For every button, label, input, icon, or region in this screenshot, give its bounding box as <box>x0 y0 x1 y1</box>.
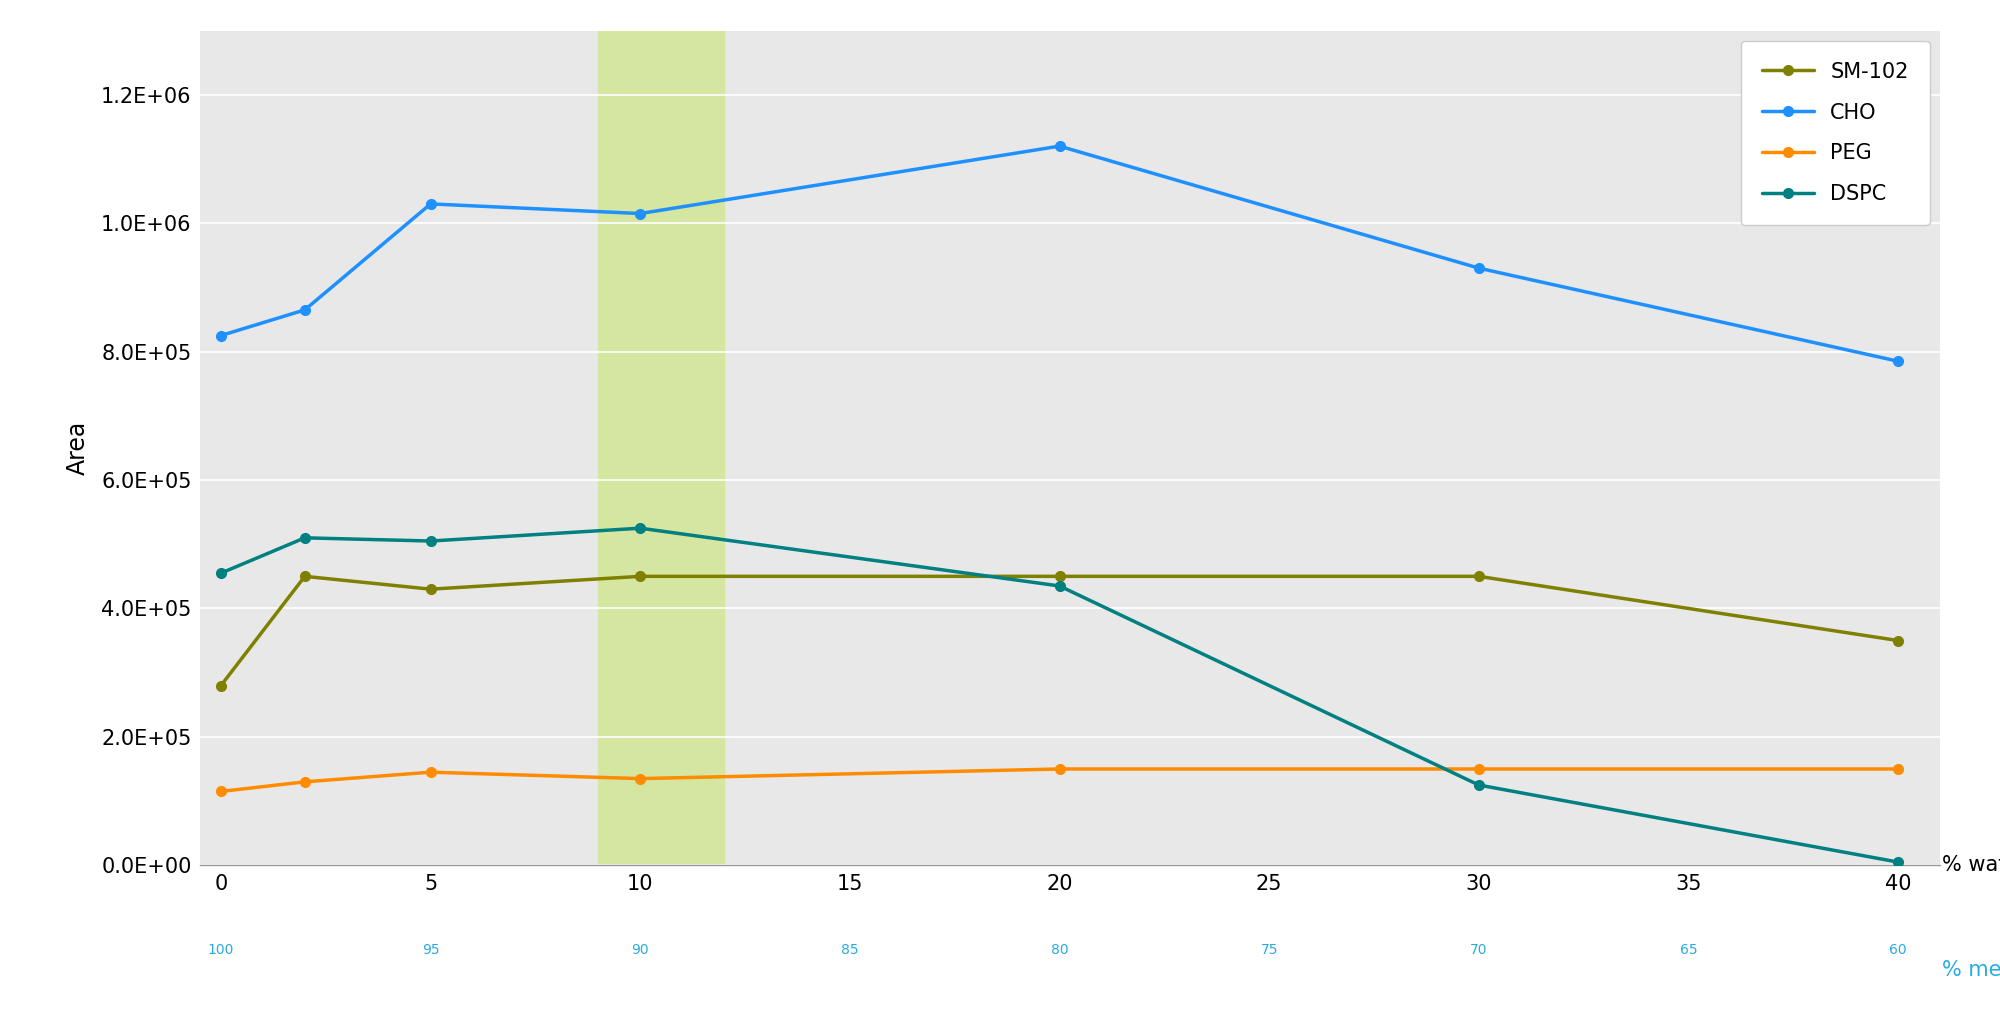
PEG <box>1466 762 1490 775</box>
CHO <box>208 330 232 342</box>
Line: CHO: CHO <box>216 142 1902 366</box>
CHO <box>1886 355 1910 367</box>
SM-102 <box>1886 634 1910 646</box>
Y-axis label: Area: Area <box>66 420 90 475</box>
SM-102 <box>292 570 316 582</box>
Line: DSPC: DSPC <box>216 523 1902 867</box>
CHO <box>292 303 316 316</box>
DSPC <box>208 567 232 579</box>
PEG <box>292 776 316 788</box>
PEG <box>1048 762 1072 775</box>
DSPC <box>628 522 652 534</box>
Legend: SM-102, CHO, PEG, DSPC: SM-102, CHO, PEG, DSPC <box>1740 41 1930 225</box>
SM-102 <box>418 583 442 596</box>
CHO <box>1048 140 1072 153</box>
SM-102 <box>208 679 232 691</box>
PEG <box>208 785 232 797</box>
DSPC <box>418 534 442 547</box>
DSPC <box>292 531 316 544</box>
CHO <box>628 208 652 220</box>
CHO <box>1466 262 1490 274</box>
SM-102 <box>628 570 652 582</box>
DSPC <box>1466 779 1490 791</box>
PEG <box>1886 762 1910 775</box>
Line: PEG: PEG <box>216 765 1902 796</box>
CHO <box>418 197 442 210</box>
PEG <box>628 773 652 785</box>
PEG <box>418 767 442 779</box>
SM-102 <box>1466 570 1490 582</box>
DSPC <box>1048 580 1072 592</box>
Bar <box>598 31 724 865</box>
DSPC <box>1886 856 1910 868</box>
Text: % water: % water <box>1942 855 2000 875</box>
SM-102 <box>1048 570 1072 582</box>
Text: % methanol: % methanol <box>1942 960 2000 979</box>
Line: SM-102: SM-102 <box>216 571 1902 690</box>
